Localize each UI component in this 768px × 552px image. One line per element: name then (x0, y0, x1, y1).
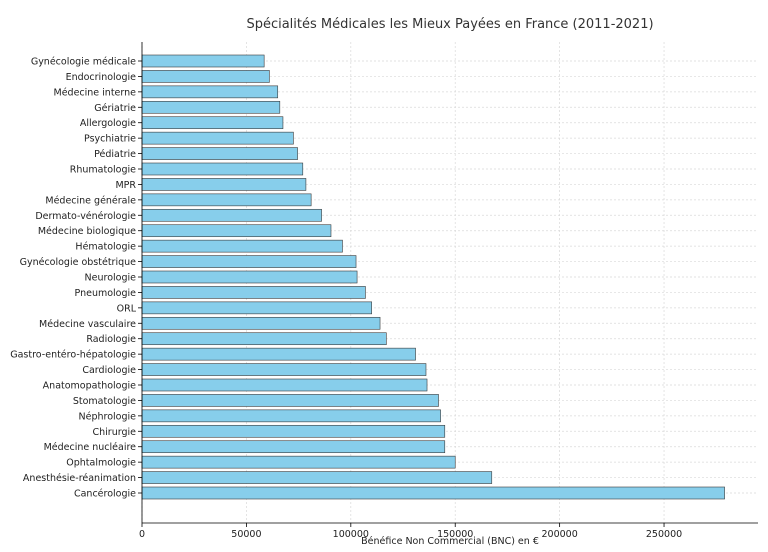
bar (141, 193, 312, 207)
bar (141, 162, 304, 176)
bar (141, 85, 279, 99)
bar (141, 208, 322, 222)
x-tick-label: 250000 (646, 529, 682, 540)
bar (141, 471, 493, 484)
bar (141, 239, 343, 253)
x-tick-labels: 0 50000 100000 150000 200000 250000 (139, 523, 682, 540)
y-tick-label: Ophtalmologie (66, 458, 136, 469)
y-tick-label: Néphrologie (79, 411, 137, 422)
x-tick-label: 50000 (231, 529, 261, 540)
y-tick-label: Médecine interne (54, 87, 137, 98)
bar (141, 409, 441, 423)
bar (141, 332, 387, 346)
bar (141, 70, 270, 83)
bar (141, 347, 416, 361)
y-tick-label: Allergologie (80, 118, 136, 129)
y-tick-label: Chirurgie (93, 427, 137, 438)
bar (141, 131, 294, 145)
y-tick-label: Gynécologie obstétrique (20, 257, 137, 268)
bar (141, 424, 446, 438)
chart-title: Spécialités Médicales les Mieux Payées e… (246, 17, 653, 32)
bars (141, 54, 725, 500)
y-tick-label: Médecine biologique (38, 226, 136, 237)
bar (141, 255, 357, 268)
x-tick-label: 200000 (541, 529, 577, 540)
y-tick-label: Gériatrie (94, 103, 136, 114)
bar (141, 440, 446, 454)
bar (141, 378, 428, 392)
axes (141, 42, 758, 524)
bar (141, 394, 439, 407)
y-tick-label: Rhumatologie (70, 165, 136, 176)
y-tick-labels: Gynécologie médicale Endocrinologie Médeci… (10, 57, 142, 500)
y-tick-label: Dermato-vénérologie (35, 211, 136, 222)
x-tick-label: 0 (139, 529, 145, 540)
y-tick-label: Anatomopathologie (43, 381, 136, 392)
y-tick-label: Médecine générale (45, 195, 136, 206)
y-tick-label: Cardiologie (82, 365, 136, 376)
bar (141, 116, 284, 130)
y-tick-label: Pédiatrie (94, 149, 136, 160)
y-tick-label: ORL (117, 303, 137, 314)
bar (141, 486, 725, 500)
y-tick-label: Neurologie (85, 273, 137, 284)
bar (141, 270, 358, 284)
bar (141, 286, 366, 299)
bar (141, 100, 281, 114)
bar (141, 178, 307, 191)
bar (141, 224, 332, 238)
y-tick-label: Endocrinologie (66, 72, 137, 83)
bar (141, 363, 427, 376)
y-tick-label: MPR (115, 180, 136, 191)
y-tick-label: Hématologie (75, 242, 136, 253)
y-tick-label: Anesthésie-réanimation (23, 473, 136, 484)
y-tick-label: Médecine nucléaire (44, 442, 137, 453)
x-axis-label: Bénéfice Non Commercial (BNC) en € (361, 536, 539, 547)
x-tick-label: 150000 (437, 529, 473, 540)
grid (141, 42, 758, 523)
y-tick-label: Médecine vasculaire (39, 319, 136, 330)
bar (141, 455, 456, 469)
y-tick-label: Radiologie (86, 334, 136, 345)
bar (141, 301, 372, 315)
bar (141, 316, 381, 330)
y-tick-label: Psychiatrie (84, 134, 136, 145)
y-tick-label: Cancérologie (74, 489, 136, 500)
bar (141, 54, 265, 68)
y-tick-label: Gastro-entéro-hépatologie (10, 350, 136, 361)
y-tick-label: Gynécologie médicale (31, 57, 136, 68)
y-tick-label: Stomatologie (73, 396, 136, 407)
y-tick-label: Pneumologie (75, 288, 137, 299)
x-tick-label: 100000 (333, 529, 369, 540)
bar (141, 147, 298, 160)
